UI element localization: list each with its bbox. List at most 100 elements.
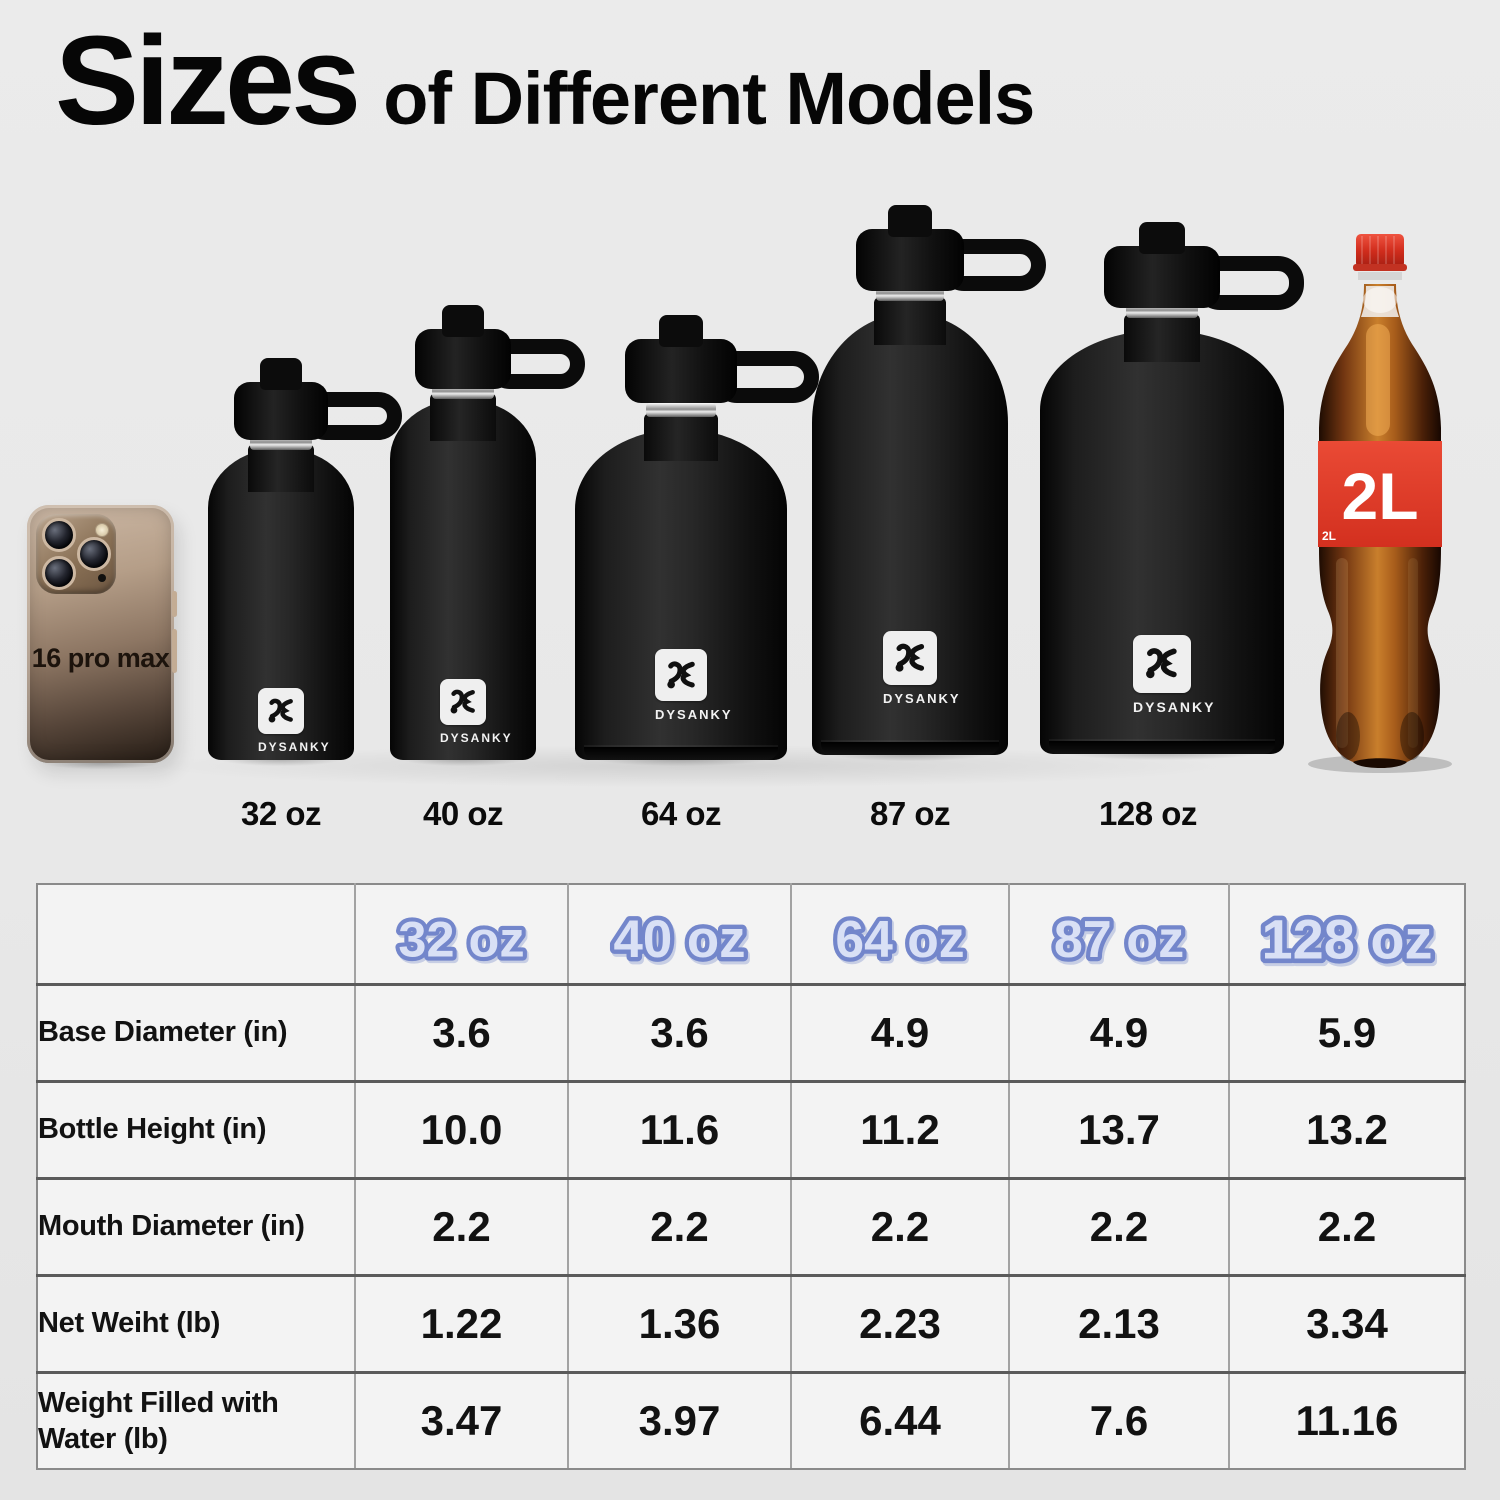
spec-value: 3.97 (567, 1370, 792, 1470)
spec-value: 3.47 (354, 1370, 569, 1470)
spec-col-header-40oz: 40 oz 40 oz (567, 883, 792, 986)
brand-logo: DYSANKY (883, 631, 961, 706)
spec-row-net-weight: Net Weiht (lb) 1.22 1.36 2.23 2.13 3.34 (36, 1273, 1466, 1374)
spec-table: 32 oz 32 oz 40 oz 40 oz 64 oz 64 oz 87 oz 87… (36, 883, 1466, 1470)
bottle-neck (644, 413, 718, 461)
cola-2l-small-label: 2L (1322, 529, 1336, 543)
bottle-body: DYSANKY (575, 429, 787, 760)
camera-sensor-icon (98, 574, 106, 582)
phone-camera-module (36, 514, 116, 594)
phone-model-label: 16 pro max (31, 643, 170, 673)
cola-collar (1358, 272, 1402, 280)
bottle-neck (1124, 314, 1200, 362)
dysanky-logo-icon (1133, 635, 1191, 693)
spec-row-label: Mouth Diameter (in) (36, 1176, 356, 1277)
cola-neck-shine (1363, 287, 1397, 313)
cola-base-shade (1336, 712, 1360, 760)
spec-value: 13.7 (1008, 1079, 1230, 1180)
spec-row-label: Base Diameter (in) (36, 982, 356, 1083)
cap-spout-knob (442, 305, 484, 337)
col-header-text: 32 oz (398, 910, 524, 967)
spec-value: 11.6 (567, 1079, 792, 1180)
size-label-40oz: 40 oz (422, 795, 504, 832)
bottle-87oz: DYSANKY (799, 205, 1062, 764)
size-label-128oz: 128 oz (1099, 795, 1197, 832)
bottle-cap (234, 382, 328, 440)
phone-16-pro-max: 16 pro max (19, 505, 182, 772)
spec-row-label: Bottle Height (in) (36, 1079, 356, 1180)
spec-value: 13.2 (1228, 1079, 1466, 1180)
cola-cap-ridges (1361, 236, 1395, 264)
bottle-cap (415, 329, 511, 389)
cap-spout-knob (888, 205, 932, 237)
phone-back: 16 pro max (27, 505, 177, 763)
camera-lens-icon (77, 537, 111, 571)
dysanky-logo-icon (655, 649, 707, 701)
spec-value: 11.16 (1228, 1370, 1466, 1470)
brand-name: DYSANKY (883, 691, 961, 706)
bottle-64oz: DYSANKY (562, 315, 840, 769)
bottle-body: DYSANKY (1040, 330, 1284, 754)
spec-value: 2.2 (1008, 1176, 1230, 1277)
cola-body-highlight (1408, 558, 1418, 748)
size-label-32oz: 32 oz (240, 795, 322, 832)
col-header-text: 40 oz (613, 910, 745, 969)
bottle-cap (1104, 246, 1220, 308)
cap-spout-knob (1139, 222, 1185, 254)
cola-body-highlight (1336, 558, 1348, 748)
spec-value: 2.13 (1008, 1273, 1230, 1374)
size-label-87oz: 87 oz (869, 795, 951, 832)
spec-value: 3.6 (354, 982, 569, 1083)
cap-spout-knob (659, 315, 703, 347)
brand-logo: DYSANKY (655, 649, 733, 722)
bottle-32oz: DYSANKY (195, 358, 408, 769)
col-header-shadow: 32 oz (400, 913, 526, 970)
spec-row-label: Weight Filled with Water (lb) (36, 1370, 356, 1470)
spec-value: 1.36 (567, 1273, 792, 1374)
brand-name: DYSANKY (1133, 699, 1216, 715)
bottle-neck (430, 393, 496, 441)
phone-side-button (172, 629, 177, 673)
col-header-shadow: 64 oz (837, 912, 966, 970)
bottle-body: DYSANKY (208, 448, 354, 760)
spec-header-empty-cell (36, 883, 356, 986)
bottle-body: DYSANKY (390, 399, 536, 760)
spec-row-mouth-diameter: Mouth Diameter (in) 2.2 2.2 2.2 2.2 2.2 (36, 1176, 1466, 1277)
spec-value: 4.9 (1008, 982, 1230, 1083)
cola-bottle-2l: 2L 2L (1308, 234, 1452, 773)
bottle-cap (625, 339, 737, 403)
dysanky-logo-icon (883, 631, 937, 685)
steel-ring (646, 403, 716, 417)
spec-value: 1.22 (354, 1273, 569, 1374)
spec-header-row: 32 oz 32 oz 40 oz 40 oz 64 oz 64 oz 87 oz 87… (36, 883, 1466, 986)
phone-side-button (172, 591, 177, 617)
col-header-shadow: 87 oz (1056, 914, 1186, 972)
brand-name: DYSANKY (655, 707, 733, 722)
spec-value: 3.34 (1228, 1273, 1466, 1374)
spec-value: 11.2 (790, 1079, 1010, 1180)
cap-spout-knob (260, 358, 302, 390)
col-header-shadow: 128 oz (1264, 910, 1435, 973)
spec-col-header-64oz: 64 oz 64 oz (790, 883, 1010, 986)
brand-logo: DYSANKY (258, 688, 329, 754)
spec-col-header-128oz: 128 oz 128 oz (1228, 883, 1466, 986)
camera-lens-icon (42, 556, 76, 590)
brand-logo: DYSANKY (1133, 635, 1216, 715)
bottle-body: DYSANKY (812, 313, 1008, 755)
spec-value: 10.0 (354, 1079, 569, 1180)
bottle-40oz: DYSANKY (377, 305, 590, 769)
spec-value: 6.44 (790, 1370, 1010, 1470)
cola-shoulder-highlight (1366, 324, 1390, 436)
spec-value: 2.2 (567, 1176, 792, 1277)
cola-cap-lip (1353, 264, 1407, 271)
cola-2l-label: 2L (1341, 459, 1418, 533)
bottle-128oz: DYSANKY (1027, 222, 1340, 763)
title-subtitle: of Different Models (383, 57, 1035, 140)
bottle-neck (874, 297, 946, 345)
title-main: Sizes (55, 10, 361, 151)
col-header-text: 87 oz (1054, 911, 1184, 969)
brand-name: DYSANKY (440, 731, 513, 745)
col-header-text: 128 oz (1261, 907, 1432, 970)
cola-label-band (1318, 441, 1442, 547)
